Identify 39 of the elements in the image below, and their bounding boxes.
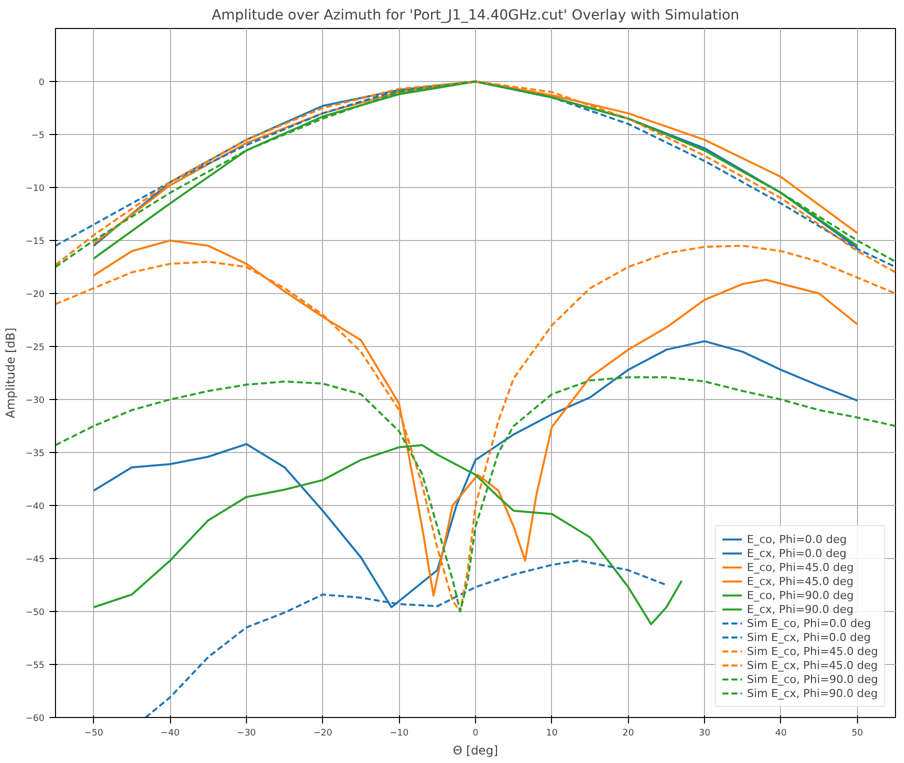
y-tick-label: −35	[26, 449, 45, 459]
x-tick-label: 0	[472, 728, 479, 738]
legend-label: Sim E_co, Phi=90.0 deg	[746, 672, 878, 686]
x-tick-label: 40	[775, 728, 787, 738]
y-tick-label: −20	[26, 290, 45, 300]
legend-label: E_cx, Phi=0.0 deg	[746, 546, 847, 560]
x-tick-label: 50	[852, 728, 864, 738]
y-tick-label: −30	[26, 396, 45, 406]
x-tick-label: 30	[698, 728, 711, 738]
y-axis-title: Amplitude [dB]	[4, 328, 18, 418]
legend-label: Sim E_cx, Phi=45.0 deg	[746, 658, 878, 672]
y-tick-label: −55	[26, 661, 45, 671]
legend-label: E_cx, Phi=45.0 deg	[746, 574, 854, 588]
x-tick-label: 10	[546, 728, 558, 738]
x-axis-title: Θ [deg]	[452, 744, 498, 758]
legend-label: Sim E_cx, Phi=90.0 deg	[746, 686, 878, 700]
legend-label: E_co, Phi=0.0 deg	[746, 532, 847, 546]
legend-label: E_co, Phi=45.0 deg	[746, 560, 854, 574]
x-tick-label: 20	[622, 728, 634, 738]
legend-label: E_cx, Phi=90.0 deg	[746, 602, 854, 616]
x-tick-label: −10	[390, 728, 409, 738]
y-tick-label: −60	[26, 714, 45, 724]
y-tick-label: −10	[26, 184, 45, 194]
y-tick-label: −40	[26, 502, 45, 512]
y-tick-label: 0	[38, 78, 45, 88]
y-tick-label: −45	[26, 555, 45, 565]
y-tick-label: −5	[31, 131, 45, 141]
chart-title: Amplitude over Azimuth for 'Port_J1_14.40GHz.cut' Overlay with Simulation	[212, 8, 740, 24]
legend-label: Sim E_co, Phi=0.0 deg	[746, 616, 871, 630]
y-tick-label: −15	[26, 237, 45, 247]
x-tick-label: −30	[236, 728, 256, 738]
x-tick-label: −40	[160, 728, 180, 738]
legend-label: E_co, Phi=90.0 deg	[746, 588, 854, 602]
x-tick-label: −50	[84, 728, 104, 738]
legend-label: Sim E_cx, Phi=0.0 deg	[746, 630, 871, 644]
y-tick-label: −50	[26, 608, 45, 618]
x-tick-label: −20	[313, 728, 333, 738]
legend-label: Sim E_co, Phi=45.0 deg	[746, 644, 878, 658]
y-tick-label: −25	[26, 343, 45, 353]
